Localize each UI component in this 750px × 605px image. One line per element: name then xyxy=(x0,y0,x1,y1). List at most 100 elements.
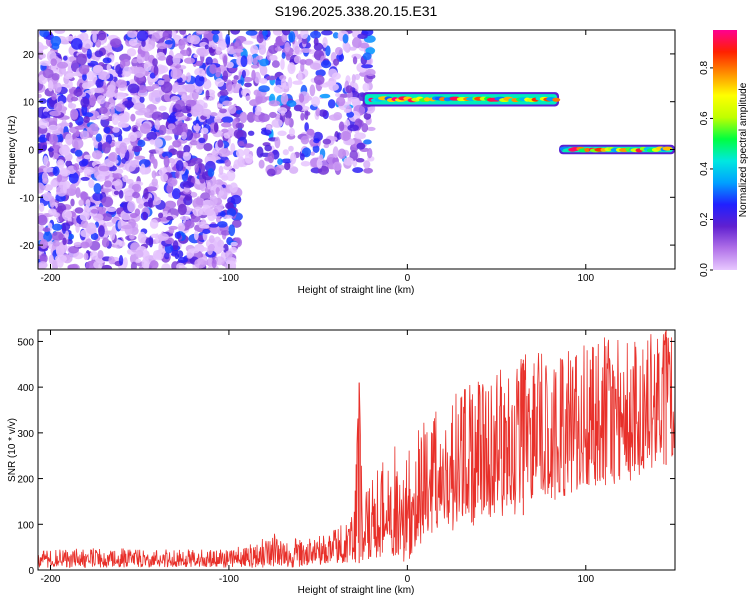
heatmap-cell xyxy=(65,35,75,42)
heatmap-cell xyxy=(190,157,203,164)
heatmap-cell xyxy=(184,220,195,229)
heatmap-cell xyxy=(115,79,128,88)
heatmap-cell xyxy=(313,37,319,46)
heatmap-cell xyxy=(222,243,229,254)
colorbar-tick-label: 0.8 xyxy=(699,61,710,75)
heatmap-cell xyxy=(143,61,152,72)
heatmap-cell xyxy=(112,173,123,179)
heatmap-cell xyxy=(217,139,224,148)
heatmap-cell xyxy=(172,54,181,65)
heatmap-cell xyxy=(83,154,92,160)
heatmap-cell xyxy=(337,148,347,160)
heatmap-cell xyxy=(226,170,236,182)
heatmap-cell xyxy=(106,207,117,213)
heatmap-cell xyxy=(88,179,95,189)
heatmap-cell xyxy=(242,40,254,45)
y-tick-label: 20 xyxy=(23,50,35,61)
heatmap-cell xyxy=(74,125,86,130)
heatmap-cell xyxy=(224,159,231,167)
heatmap-cell xyxy=(258,159,265,169)
heatmap-cell xyxy=(56,61,69,69)
figure-title: S196.2025.338.20.15.E31 xyxy=(275,3,438,19)
heatmap-cell xyxy=(218,148,231,158)
heatmap-cell xyxy=(197,48,210,57)
heatmap-cell xyxy=(78,64,90,75)
heatmap-cell xyxy=(327,99,336,109)
heatmap-cell xyxy=(239,111,248,124)
heatmap-cell xyxy=(277,130,287,137)
heatmap-cell xyxy=(214,78,225,87)
heatmap-cell xyxy=(186,252,193,259)
heatmap-cell xyxy=(39,44,45,52)
heatmap-cell xyxy=(209,92,216,101)
heatmap-cell xyxy=(110,106,115,116)
heatmap-cell xyxy=(343,156,354,166)
heatmap-cell xyxy=(51,231,64,242)
heatmap-cell xyxy=(292,80,304,85)
heatmap-cell xyxy=(176,262,185,269)
heatmap-cell xyxy=(101,237,110,248)
heatmap-cell xyxy=(137,139,146,148)
heatmap-cell xyxy=(184,194,192,201)
heatmap-cell xyxy=(284,161,291,171)
spectrogram-y-axis: -20 -10 0 10 20 xyxy=(20,50,675,252)
heatmap-cell xyxy=(363,139,372,145)
heatmap-cell xyxy=(233,129,244,139)
heatmap-cell xyxy=(332,32,339,39)
heatmap-cell xyxy=(362,52,372,61)
heatmap-cell xyxy=(96,114,109,120)
heatmap-cell xyxy=(81,82,92,90)
heatmap-cell xyxy=(195,30,205,34)
heatmap-cell xyxy=(273,84,285,94)
heatmap-cell xyxy=(135,249,144,258)
heatmap-cell xyxy=(53,102,63,112)
heatmap-cell xyxy=(205,89,210,100)
heatmap-cell xyxy=(95,56,100,62)
heatmap-cell xyxy=(201,108,212,117)
heatmap-cell xyxy=(284,117,291,126)
heatmap-cell xyxy=(177,257,189,263)
heatmap-cell xyxy=(102,57,112,64)
heatmap-cell xyxy=(75,130,80,138)
heatmap-cell xyxy=(157,79,165,86)
heatmap-cell xyxy=(105,90,116,98)
heatmap-cell xyxy=(52,239,60,247)
heatmap-cell xyxy=(88,123,99,136)
heatmap-cell xyxy=(136,30,149,42)
heatmap-cell xyxy=(48,133,59,146)
heatmap-cell xyxy=(47,147,54,152)
heatmap-cell xyxy=(194,258,207,269)
spectrogram-x-axis: -200 -100 0 100 xyxy=(40,30,595,284)
heatmap-cell xyxy=(552,97,561,102)
heatmap-cell xyxy=(121,224,133,230)
heatmap-cell xyxy=(226,208,237,218)
heatmap-cell xyxy=(38,231,45,240)
heatmap-cell xyxy=(38,182,45,194)
heatmap-cell xyxy=(184,99,197,107)
heatmap-cell xyxy=(300,30,309,40)
y-tick-label: 10 xyxy=(23,98,35,109)
heatmap-cell xyxy=(311,96,321,107)
heatmap-cell xyxy=(363,160,371,169)
heatmap-cell xyxy=(88,94,97,107)
heatmap-cell xyxy=(215,159,225,164)
heatmap-cell xyxy=(98,225,105,237)
heatmap-cell xyxy=(323,143,330,149)
heatmap-cell xyxy=(176,63,182,69)
heatmap-cell xyxy=(349,46,357,51)
heatmap-cell xyxy=(93,182,102,194)
heatmap-cell xyxy=(49,110,62,117)
heatmap-cell xyxy=(180,49,190,57)
heatmap-cell xyxy=(57,161,64,166)
heatmap-cell xyxy=(300,48,312,53)
heatmap-cell xyxy=(51,92,57,101)
heatmap-cell xyxy=(126,178,134,185)
heatmap-cell xyxy=(255,55,264,60)
heatmap-cell xyxy=(244,82,252,88)
snr-x-axis: -200 -100 0 100 xyxy=(40,330,595,585)
heatmap-cell xyxy=(43,231,53,242)
heatmap-cell xyxy=(277,107,288,114)
spectrogram-heatmap xyxy=(38,30,675,269)
heatmap-cell xyxy=(300,135,310,145)
x-tick-label: 100 xyxy=(577,574,594,585)
